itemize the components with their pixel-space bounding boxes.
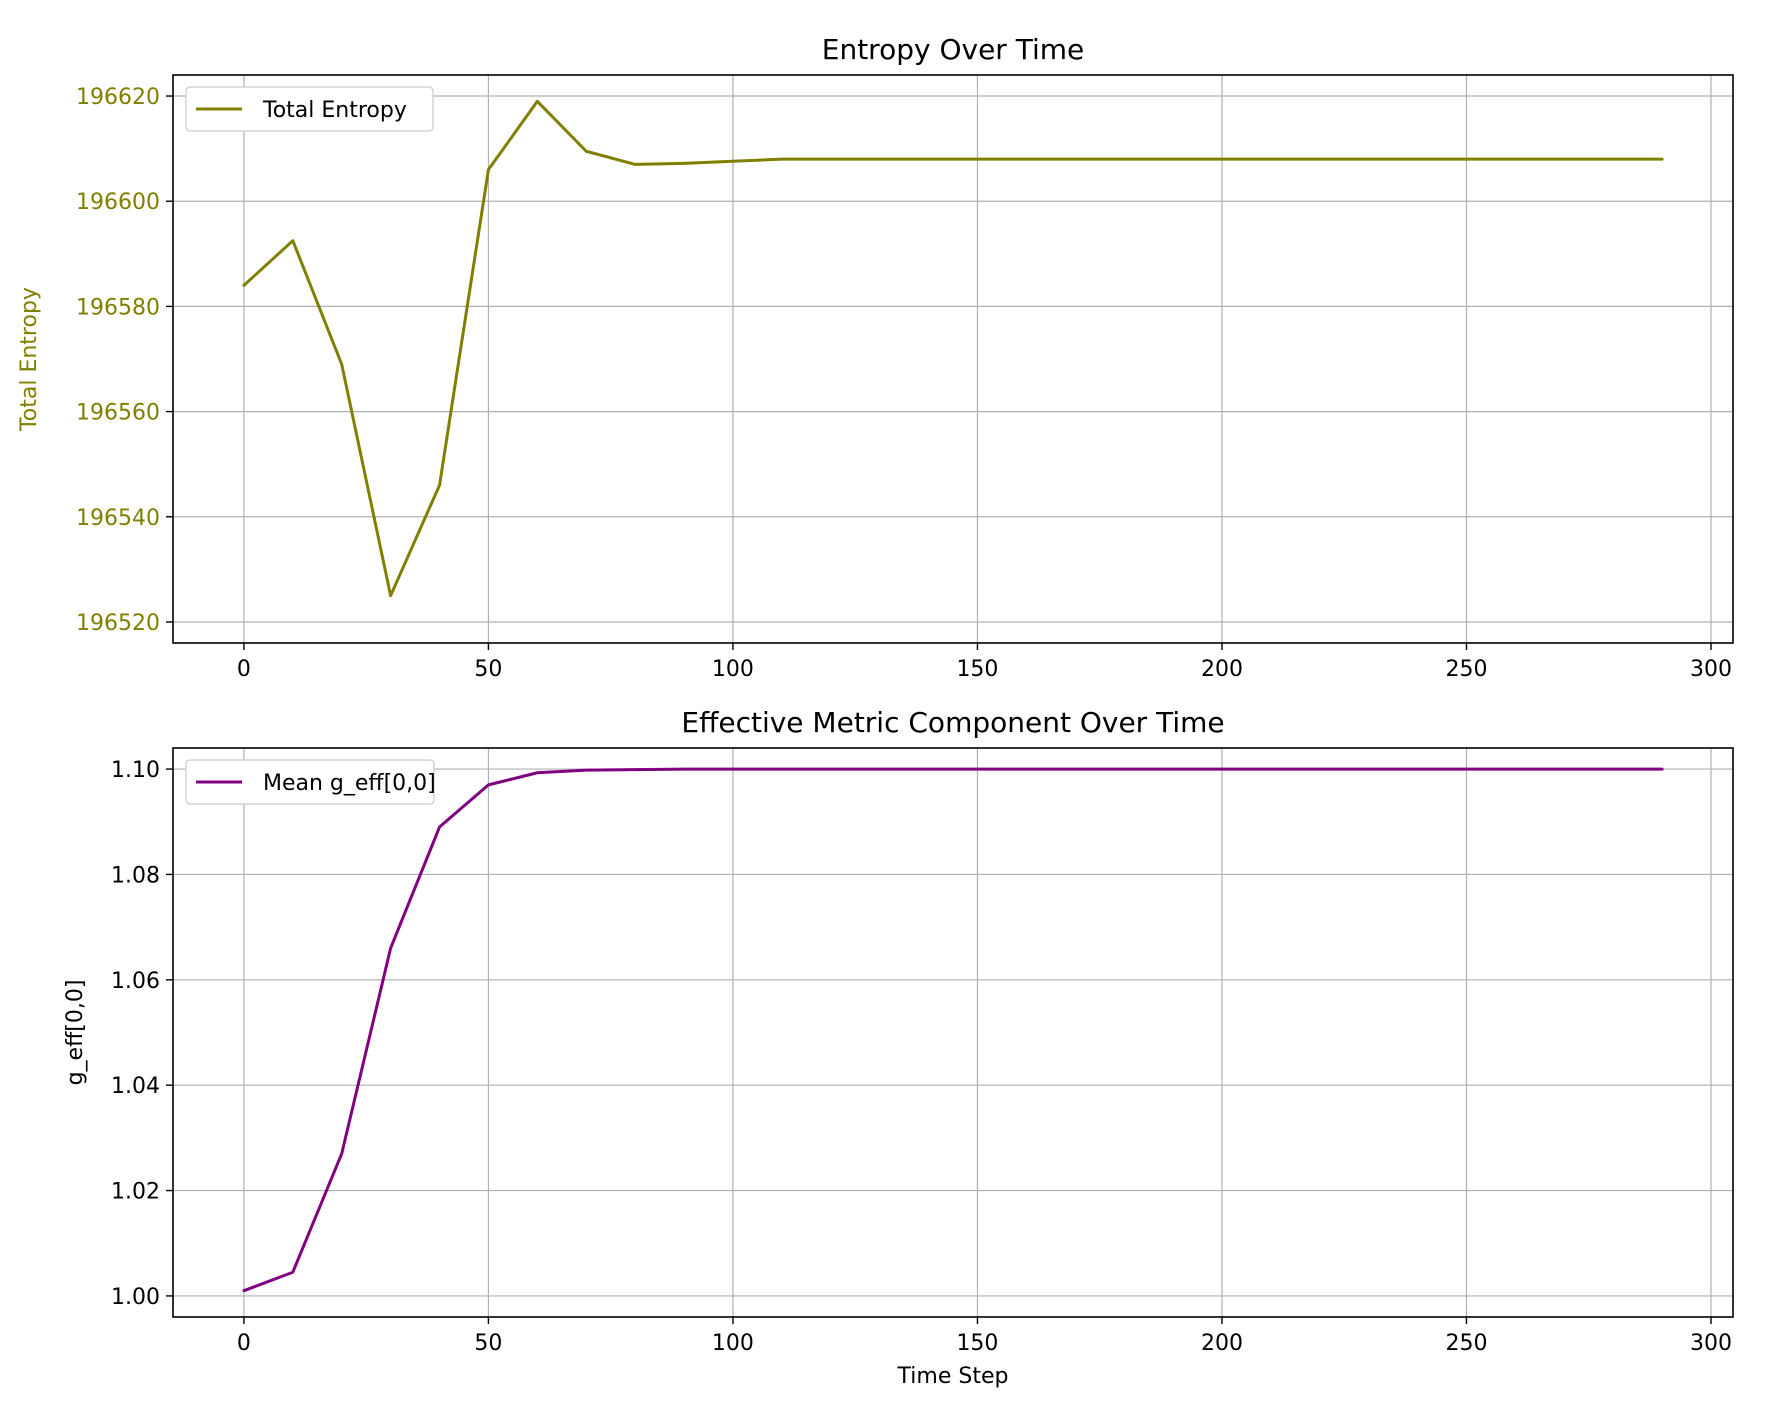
entropy-chart: Entropy Over Time Total Entropy 0 50 100 15… bbox=[17, 33, 1734, 682]
series-line bbox=[242, 767, 1664, 1293]
grid bbox=[173, 748, 1733, 1317]
plot-frame bbox=[172, 74, 1734, 644]
x-tick-label: 100 bbox=[712, 1331, 754, 1356]
y-tick-label: 1.08 bbox=[111, 863, 160, 888]
x-tick-label: 50 bbox=[474, 1331, 502, 1356]
y-tick-label: 196560 bbox=[76, 401, 160, 426]
y-tick-label: 1.10 bbox=[111, 758, 160, 783]
chart-title: Effective Metric Component Over Time bbox=[681, 706, 1224, 739]
x-tick-label: 150 bbox=[956, 657, 998, 682]
x-tick-label: 0 bbox=[237, 1331, 251, 1356]
x-tick-label: 0 bbox=[237, 657, 251, 682]
x-axis-label: Time Step bbox=[897, 1364, 1009, 1389]
metric-chart: Effective Metric Component Over Time g_e… bbox=[63, 706, 1734, 1389]
legend: Total Entropy bbox=[185, 86, 434, 132]
legend-box bbox=[185, 759, 435, 805]
series-line bbox=[242, 99, 1664, 598]
y-tick-label: 196600 bbox=[76, 190, 160, 215]
x-tick-label: 300 bbox=[1690, 657, 1732, 682]
plot-frame bbox=[172, 747, 1734, 1318]
y-tick-label: 196580 bbox=[76, 295, 160, 320]
x-tick-label: 200 bbox=[1201, 1331, 1243, 1356]
x-tick-label: 200 bbox=[1201, 657, 1243, 682]
x-tick-label: 150 bbox=[956, 1331, 998, 1356]
y-tick-label: 196620 bbox=[76, 85, 160, 110]
x-tick-label: 250 bbox=[1445, 657, 1487, 682]
legend-label: Total Entropy bbox=[262, 98, 407, 123]
y-axis-label: Total Entropy bbox=[17, 287, 42, 432]
y-tick-label: 1.00 bbox=[111, 1285, 160, 1310]
y-tick-label: 1.04 bbox=[111, 1074, 160, 1099]
x-tick-label: 100 bbox=[712, 657, 754, 682]
x-tick-label: 50 bbox=[474, 657, 502, 682]
legend-label: Mean g_eff[0,0] bbox=[263, 771, 436, 796]
legend-box bbox=[185, 86, 434, 132]
grid bbox=[173, 75, 1733, 643]
chart-title: Entropy Over Time bbox=[822, 33, 1084, 66]
x-tick-label: 250 bbox=[1445, 1331, 1487, 1356]
x-tick-label: 300 bbox=[1690, 1331, 1732, 1356]
y-tick-label: 196520 bbox=[76, 611, 160, 636]
y-tick-label: 1.02 bbox=[111, 1180, 160, 1205]
y-axis-label: g_eff[0,0] bbox=[63, 980, 88, 1086]
y-tick-label: 1.06 bbox=[111, 969, 160, 994]
y-tick-label: 196540 bbox=[76, 506, 160, 531]
legend: Mean g_eff[0,0] bbox=[185, 759, 436, 805]
